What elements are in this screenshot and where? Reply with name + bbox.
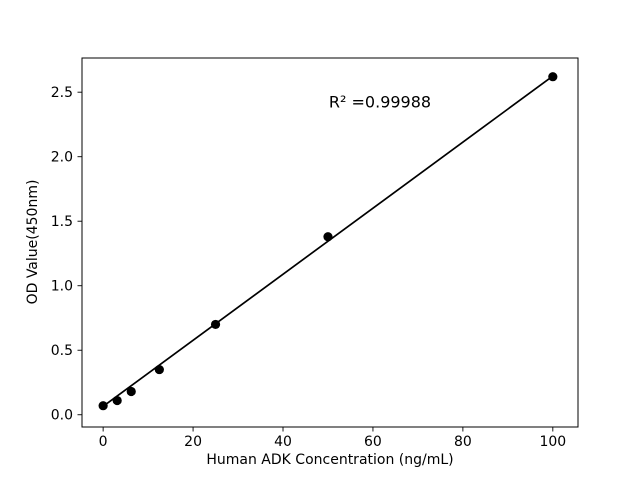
data-point	[126, 386, 136, 397]
x-tick-label: 0	[99, 434, 108, 450]
x-tick-label: 20	[184, 434, 202, 450]
y-tick-label: 2.0	[51, 150, 73, 166]
x-tick-label: 100	[539, 434, 566, 450]
data-point	[98, 401, 108, 411]
data-point	[548, 72, 558, 82]
x-tick-label: 60	[364, 434, 382, 450]
y-tick-label: 1.5	[51, 214, 73, 230]
y-tick-label: 1.0	[51, 279, 73, 295]
data-point	[112, 395, 122, 406]
data-point	[323, 232, 333, 242]
r-squared-annotation: R² =0.99988	[328, 92, 432, 112]
y-axis-title: OD Value(450nm)	[25, 179, 41, 305]
y-tick-label: 2.5	[51, 85, 73, 101]
y-tick-label: 0.0	[51, 408, 73, 424]
y-tick-label: 0.5	[51, 343, 73, 359]
data-point	[210, 319, 221, 330]
x-tick-label: 40	[274, 434, 292, 450]
plot-border	[81, 57, 579, 428]
data-point	[154, 364, 164, 375]
x-axis-title: Human ADK Concentration (ng/mL)	[206, 452, 454, 468]
x-tick-label: 80	[454, 434, 472, 450]
